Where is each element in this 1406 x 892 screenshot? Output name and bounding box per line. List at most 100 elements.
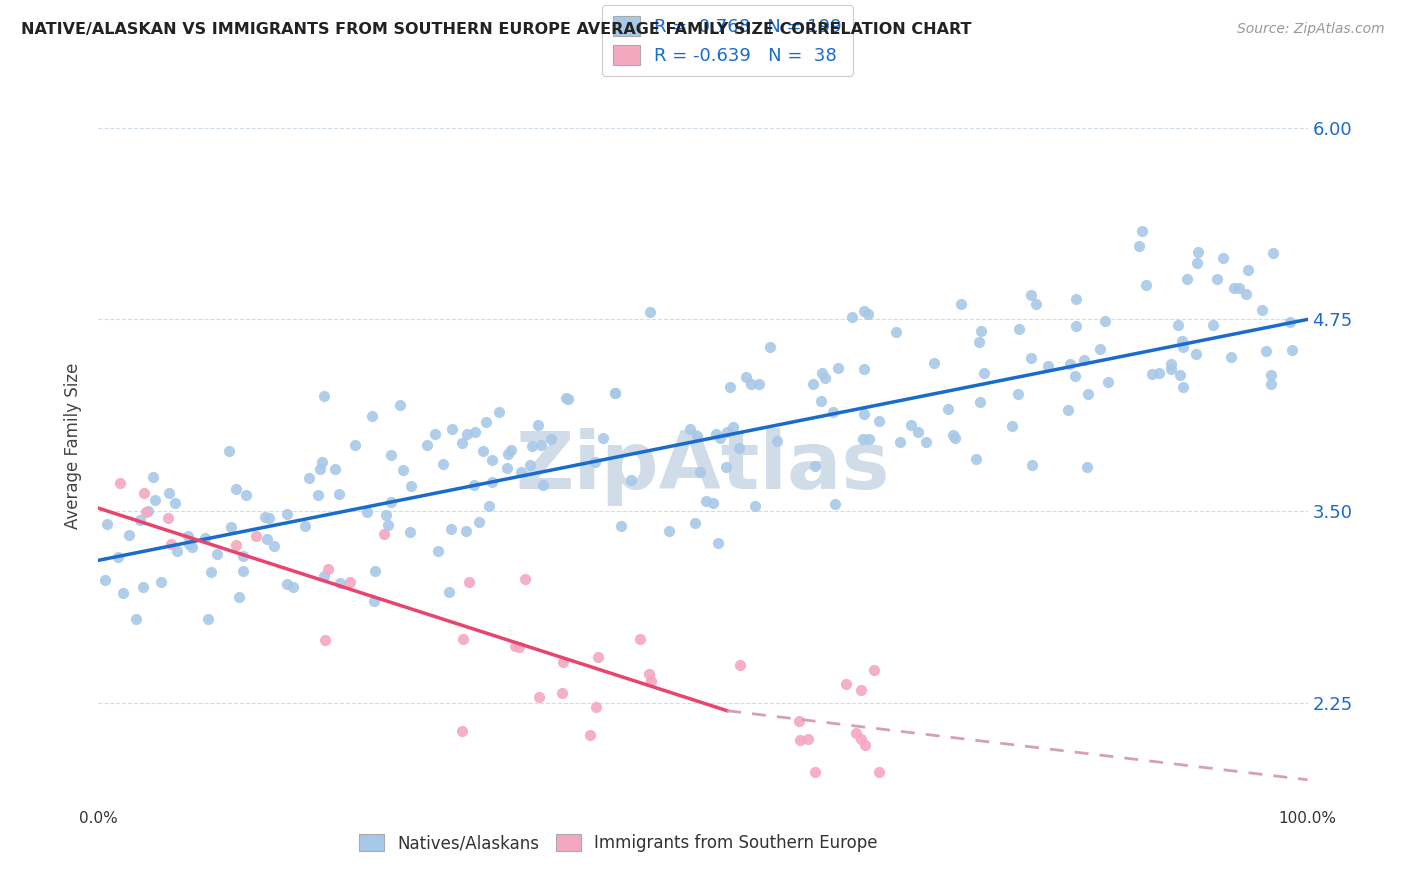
Point <box>451 723 474 738</box>
Point <box>1007 387 1029 401</box>
Point <box>789 714 811 728</box>
Point <box>488 404 510 418</box>
Point <box>1057 403 1080 417</box>
Point <box>508 640 530 654</box>
Point <box>849 732 872 747</box>
Point <box>801 377 824 392</box>
Point <box>1090 342 1112 356</box>
Point <box>495 461 517 475</box>
Point <box>440 422 463 436</box>
Point <box>973 366 995 380</box>
Point <box>499 442 522 457</box>
Point <box>969 325 991 339</box>
Point <box>735 370 758 384</box>
Point <box>527 690 550 705</box>
Point <box>283 580 305 594</box>
Point <box>530 438 553 452</box>
Point <box>1073 352 1095 367</box>
Point <box>344 438 367 452</box>
Point <box>858 432 880 446</box>
Point <box>1160 357 1182 371</box>
Point <box>1064 319 1087 334</box>
Point <box>1202 318 1225 333</box>
Point <box>852 361 875 376</box>
Point <box>363 594 385 608</box>
Point <box>157 486 180 500</box>
Point <box>585 700 607 714</box>
Point <box>1171 334 1194 349</box>
Point <box>1140 367 1163 381</box>
Point <box>276 577 298 591</box>
Point <box>425 427 447 442</box>
Point <box>312 389 335 403</box>
Point <box>316 562 339 576</box>
Point <box>1160 362 1182 376</box>
Point <box>373 527 395 541</box>
Point <box>307 488 329 502</box>
Point <box>727 441 749 455</box>
Point <box>225 538 247 552</box>
Point <box>505 639 527 653</box>
Point <box>256 532 278 546</box>
Point <box>1187 244 1209 259</box>
Point <box>328 487 350 501</box>
Point <box>835 677 858 691</box>
Point <box>107 549 129 564</box>
Point <box>136 504 159 518</box>
Point <box>942 428 965 442</box>
Point <box>551 686 574 700</box>
Point <box>143 492 166 507</box>
Point <box>471 444 494 458</box>
Point <box>399 524 422 539</box>
Point <box>205 547 228 561</box>
Point <box>464 425 486 439</box>
Point <box>509 465 531 479</box>
Point <box>180 540 202 554</box>
Text: NATIVE/ALASKAN VS IMMIGRANTS FROM SOUTHERN EUROPE AVERAGE FAMILY SIZE CORRELATIO: NATIVE/ALASKAN VS IMMIGRANTS FROM SOUTHE… <box>21 22 972 37</box>
Point <box>377 517 399 532</box>
Point <box>298 470 321 484</box>
Point <box>638 666 661 681</box>
Point <box>889 434 911 449</box>
Point <box>555 392 578 406</box>
Point <box>159 537 181 551</box>
Point <box>94 573 117 587</box>
Point <box>702 495 724 509</box>
Point <box>586 650 609 665</box>
Point <box>456 524 478 538</box>
Point <box>758 340 780 354</box>
Point <box>1019 351 1042 366</box>
Point <box>804 765 827 780</box>
Point <box>797 732 820 747</box>
Point <box>458 575 481 590</box>
Point <box>108 476 131 491</box>
Point <box>583 455 606 469</box>
Point <box>364 564 387 578</box>
Point <box>1237 262 1260 277</box>
Text: Source: ZipAtlas.com: Source: ZipAtlas.com <box>1237 22 1385 37</box>
Point <box>967 334 990 349</box>
Point <box>603 385 626 400</box>
Point <box>388 399 411 413</box>
Point <box>689 466 711 480</box>
Point <box>129 513 152 527</box>
Point <box>685 516 707 530</box>
Point <box>827 361 849 376</box>
Point <box>309 461 332 475</box>
Point <box>862 663 884 677</box>
Point <box>914 435 936 450</box>
Point <box>339 574 361 589</box>
Point <box>118 528 141 542</box>
Point <box>232 549 254 563</box>
Point <box>374 508 396 523</box>
Point <box>200 566 222 580</box>
Point <box>228 590 250 604</box>
Point <box>380 495 402 509</box>
Point <box>96 516 118 531</box>
Point <box>628 632 651 646</box>
Point <box>943 431 966 445</box>
Point <box>311 455 333 469</box>
Point <box>969 394 991 409</box>
Point <box>744 499 766 513</box>
Point <box>1263 245 1285 260</box>
